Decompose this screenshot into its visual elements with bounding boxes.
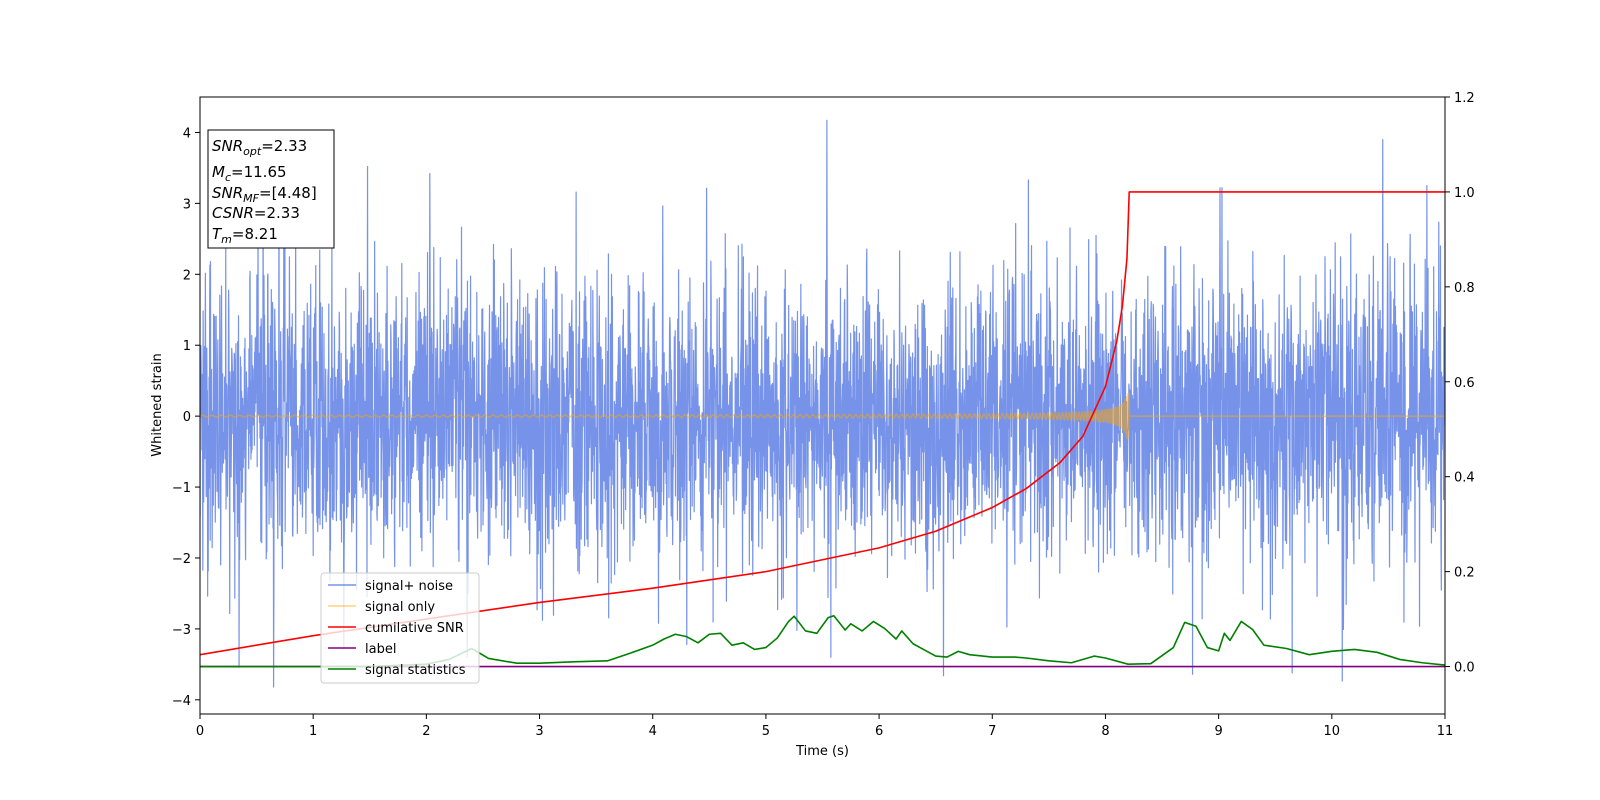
y-tick-label: 0 (183, 410, 191, 425)
legend-frame (320, 572, 480, 684)
y-tick-label: −2 (172, 552, 191, 567)
info-box-frame (207, 129, 335, 249)
y-tick-label: 4 (183, 126, 191, 141)
series-line-signal-statistics (200, 614, 1445, 668)
x-tick-label: 7 (988, 724, 996, 739)
y-tick-label: 3 (183, 197, 191, 212)
legend-label-signal-noise: signal+ noise (365, 579, 453, 594)
y-tick-label: −4 (172, 694, 191, 709)
x-axis-title: Time (s) (795, 744, 849, 759)
info-csnr: CSNR=2.33 (212, 204, 300, 222)
axes: 0 1 2 3 4 5 6 7 8 9 10 11 −4 −3 −2 −1 0 1 2 3 4 0.0 0.2 0.4 0.6 0… (172, 91, 1475, 739)
info-snr-mf: SNRMF=[4.48] (212, 184, 317, 205)
x-tick-label: 3 (535, 724, 543, 739)
y-tick-label: 2 (183, 268, 191, 283)
x-tick-label: 4 (649, 724, 657, 739)
y2-tick-label: 1.2 (1454, 91, 1475, 106)
series-line-signal-noise (200, 119, 1445, 688)
y-tick-label: −3 (172, 623, 191, 638)
x-tick-label: 8 (1101, 724, 1109, 739)
x-tick-label: 10 (1324, 724, 1341, 739)
x-tick-label: 11 (1437, 724, 1454, 739)
legend-label-signal-statistics: signal statistics (365, 663, 466, 678)
series-line-cumilative-snr (200, 191, 1445, 656)
legend-label-label: label (365, 642, 396, 657)
y-axis-title: Whitened strain (150, 353, 165, 456)
series-line-signal-only (200, 392, 1445, 440)
info-tm: Tm=8.21 (212, 225, 278, 246)
y2-tick-label: 0.6 (1454, 376, 1475, 391)
legend-label-signal-only: signal only (365, 600, 435, 615)
legend: signal+ noise signal only cumilative SNR… (320, 572, 480, 684)
x-tick-label: 6 (875, 724, 883, 739)
y2-tick-label: 0.0 (1454, 661, 1475, 676)
y2-tick-label: 1.0 (1454, 186, 1475, 201)
info-box: SNRopt=2.33 Mc=11.65 SNRMF=[4.48] CSNR=2… (207, 129, 335, 249)
x-tick-label: 0 (196, 724, 204, 739)
y2-tick-label: 0.8 (1454, 281, 1475, 296)
y-tick-label: −1 (172, 481, 191, 496)
y-tick-label: 1 (183, 339, 191, 354)
y2-tick-label: 0.2 (1454, 566, 1475, 581)
x-tick-label: 1 (309, 724, 317, 739)
legend-label-cumulative-snr: cumilative SNR (365, 621, 464, 636)
info-mc: Mc=11.65 (212, 163, 287, 184)
x-tick-label: 2 (422, 724, 430, 739)
x-tick-label: 5 (762, 724, 770, 739)
x-tick-label: 9 (1214, 724, 1222, 739)
y2-tick-label: 0.4 (1454, 471, 1475, 486)
info-snr-opt: SNRopt=2.33 (212, 137, 307, 158)
plot-frame (199, 96, 1446, 715)
